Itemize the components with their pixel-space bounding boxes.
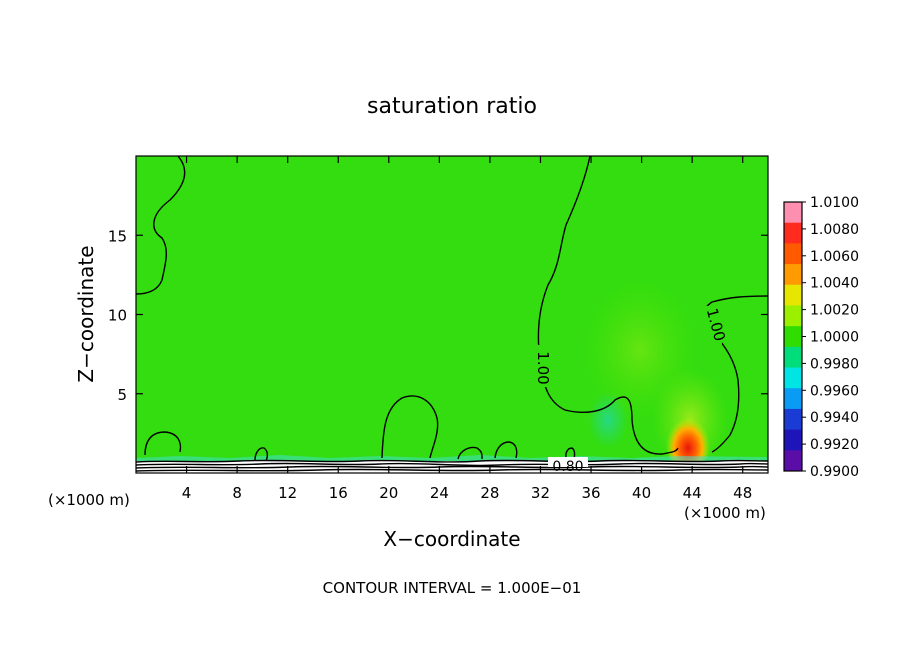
x-tick-label: 4: [182, 484, 192, 502]
x-tick-label: 12: [278, 484, 297, 502]
colorbar-tick-label: 0.9980: [810, 356, 859, 372]
colorbar-tick-label: 1.0100: [810, 195, 859, 211]
y-axis-label: Z−coordinate: [74, 245, 98, 382]
contour-bump-26: [457, 446, 483, 460]
contour-0.80-band-3: [136, 465, 768, 469]
colorbar-swatch: [784, 202, 802, 224]
contour-bump-20: [381, 395, 439, 459]
moist-patch-shading: [588, 392, 628, 448]
contour-plot-area: [136, 156, 768, 473]
x-tick-label: 44: [683, 484, 702, 502]
colorbar-swatch: [784, 408, 802, 431]
y-axis-ticks: 5 10 15: [108, 227, 768, 404]
contour-1.00-left-upper: [136, 156, 186, 295]
colorbar-tick-label: 1.0060: [810, 249, 859, 265]
contour-0.80-band-1: [136, 459, 768, 463]
x-tick-label: 20: [379, 484, 398, 502]
colorbar-tick-label: 0.9920: [810, 437, 859, 453]
x-tick-label: 36: [581, 484, 600, 502]
x-axis-label: X−coordinate: [383, 527, 520, 551]
contour-label-1.00-a: 1.00: [534, 351, 552, 384]
colorbar-swatch: [784, 367, 802, 389]
contour-small-left: [144, 431, 182, 456]
contour-bump-10: [254, 447, 269, 462]
y-tick-label: 10: [108, 307, 127, 325]
colorbar-swatch: [784, 243, 802, 265]
colorbar-swatch: [784, 388, 802, 410]
colorbar-swatch: [784, 222, 802, 244]
contour-bump-29: [494, 441, 518, 459]
contour-bump-35: [565, 447, 576, 460]
x-tick-label: 24: [430, 484, 449, 502]
x-unit-left: (×1000 m): [48, 491, 130, 509]
colorbar-tick-label: 1.0040: [810, 276, 859, 292]
contour-interval-note: CONTOUR INTERVAL = 1.000E−01: [323, 579, 582, 597]
colorbar: 1.0100 1.0080 1.0060 1.0040 1.0020 1.0000 0.99…: [783, 195, 859, 480]
contour-label-0.80: 0.80: [552, 459, 583, 475]
colorbar-tick-label: 1.0080: [810, 222, 859, 238]
colorbar-swatch: [784, 326, 802, 348]
colorbar-swatch: [784, 346, 802, 369]
contour-1.00-right: [537, 156, 679, 455]
y-tick-label: 15: [108, 227, 127, 245]
colorbar-tick-label: 1.0000: [810, 330, 859, 346]
x-tick-label: 28: [480, 484, 499, 502]
colorbar-swatch: [784, 450, 802, 472]
colorbar-tick-label: 0.9960: [810, 383, 859, 399]
contour-1.00-upper-right: [703, 295, 768, 453]
x-tick-label: 32: [531, 484, 550, 502]
x-unit-right: (×1000 m): [684, 504, 766, 522]
colorbar-tick-label: 1.0020: [810, 303, 859, 319]
colorbar-swatch: [784, 305, 802, 327]
contour-0.80-band-2: [136, 462, 768, 467]
x-tick-label: 16: [329, 484, 348, 502]
colorbar-swatch: [784, 429, 802, 451]
chart-title: saturation ratio: [367, 94, 537, 119]
colorbar-swatch: [784, 284, 802, 306]
x-tick-label: 40: [632, 484, 651, 502]
x-tick-label: 8: [232, 484, 242, 502]
x-tick-label: 48: [733, 484, 752, 502]
x-axis-ticks: 4 8 12 16 20 24 28 32 36 40 44 48: [182, 156, 752, 502]
y-tick-label: 5: [117, 386, 127, 404]
colorbar-tick-label: 0.9900: [810, 464, 859, 480]
colorbar-tick-label: 0.9940: [810, 410, 859, 426]
colorbar-swatch: [784, 264, 802, 286]
